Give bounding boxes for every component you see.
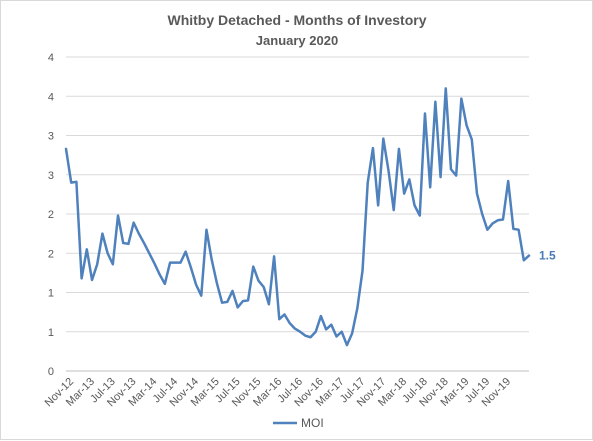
gridlines xyxy=(66,56,529,372)
y-tick-label: 4 xyxy=(48,52,54,64)
series-layer: 1.5 xyxy=(64,87,556,347)
y-tick-label: 2 xyxy=(48,209,54,221)
end-value-label: 1.5 xyxy=(539,249,556,263)
y-tick-label: 4 xyxy=(48,91,54,103)
series-line-moi xyxy=(64,87,531,347)
x-axis: Nov-12Mar-13Jul-13Nov-13Mar-14Jul-14Nov-… xyxy=(43,370,529,409)
chart-subtitle: January 2020 xyxy=(256,33,338,48)
legend: MOI xyxy=(273,416,324,430)
y-tick-label: 1 xyxy=(48,288,54,300)
legend-label-moi: MOI xyxy=(301,416,324,430)
y-tick-label: 1 xyxy=(48,327,54,339)
y-tick-label: 0 xyxy=(48,366,54,378)
y-tick-label: 2 xyxy=(48,248,54,260)
y-tick-label: 3 xyxy=(48,170,54,182)
y-axis: 0 1 1 2 2 3 3 4 4 xyxy=(48,52,54,378)
chart-title: Whitby Detached - Months of Investory xyxy=(167,12,426,28)
y-tick-label: 3 xyxy=(48,131,54,143)
